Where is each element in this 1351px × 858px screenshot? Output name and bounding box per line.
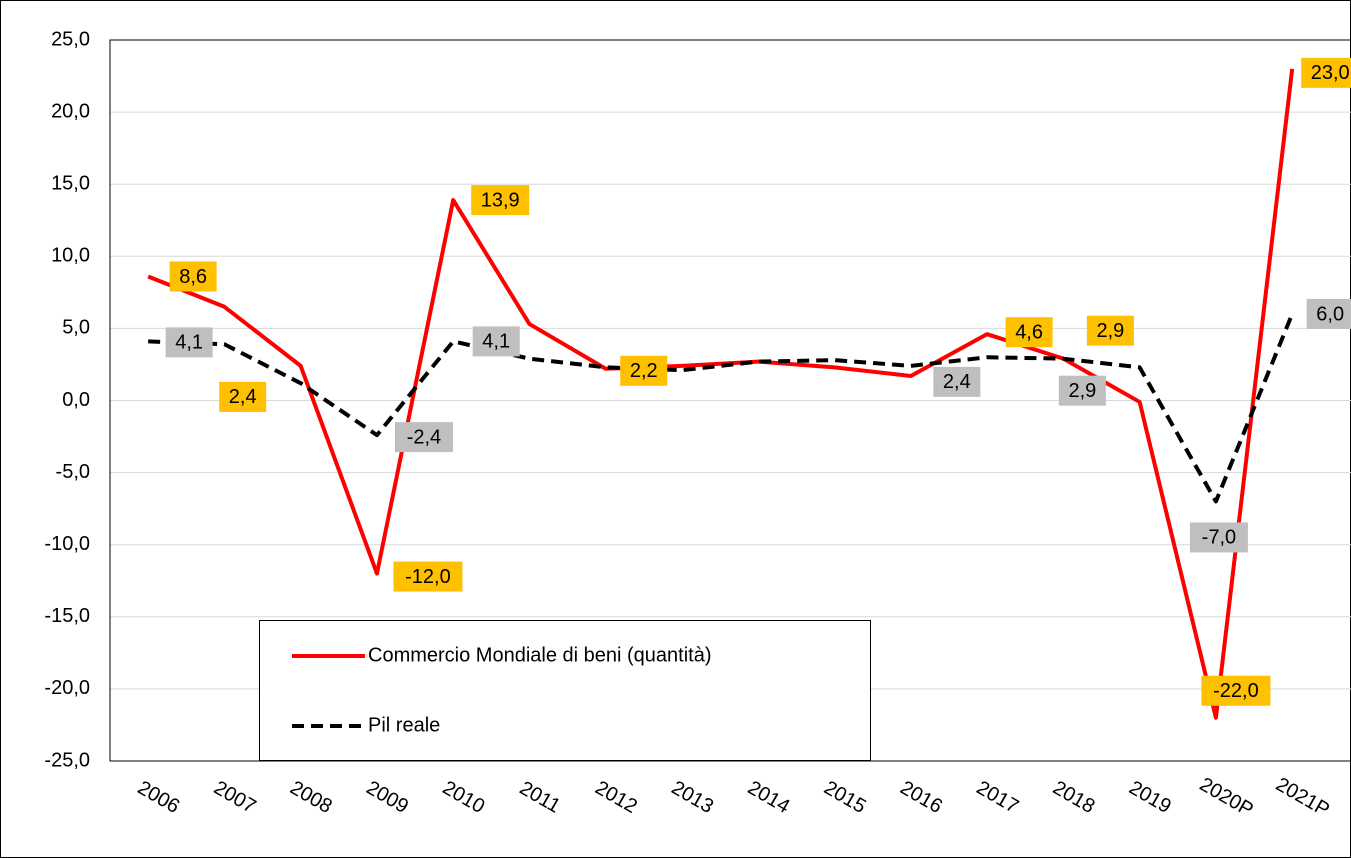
data-label: 4,1 bbox=[175, 332, 203, 354]
data-label-box bbox=[393, 561, 463, 592]
y-tick-label: -20,0 bbox=[44, 677, 90, 699]
y-tick-label: -15,0 bbox=[44, 605, 90, 627]
legend-box bbox=[259, 620, 871, 761]
data-label: 13,9 bbox=[481, 189, 520, 211]
data-label-box bbox=[1058, 375, 1106, 406]
data-label-box bbox=[394, 422, 453, 453]
data-label: 2,9 bbox=[1068, 380, 1096, 402]
line-series bbox=[148, 313, 1295, 504]
y-tick-label: 15,0 bbox=[51, 172, 90, 194]
data-label-box bbox=[471, 185, 530, 216]
data-label-box bbox=[1306, 298, 1351, 329]
data-label: -22,0 bbox=[1213, 680, 1259, 702]
data-label-box bbox=[1201, 675, 1271, 706]
data-label-box bbox=[169, 261, 217, 292]
data-label: -2,4 bbox=[407, 426, 441, 448]
y-tick-label: -25,0 bbox=[44, 749, 90, 771]
data-label-box bbox=[1301, 57, 1351, 88]
data-label: 23,0 bbox=[1311, 62, 1350, 84]
y-tick-label: 10,0 bbox=[51, 245, 90, 267]
data-label: -12,0 bbox=[405, 566, 451, 588]
y-tick-label: 5,0 bbox=[62, 317, 90, 339]
data-label-box bbox=[219, 381, 267, 412]
legend-label: Commercio Mondiale di beni (quantità) bbox=[368, 644, 712, 666]
y-tick-label: -10,0 bbox=[44, 533, 90, 555]
data-label: 2,4 bbox=[229, 386, 257, 408]
data-label-box bbox=[620, 355, 668, 386]
data-label-box bbox=[1086, 315, 1134, 346]
data-label: 2,9 bbox=[1096, 320, 1124, 342]
data-label: 4,1 bbox=[482, 331, 510, 353]
data-label: 8,6 bbox=[179, 266, 207, 288]
data-label: 2,4 bbox=[943, 371, 971, 393]
y-tick-label: 20,0 bbox=[51, 100, 90, 122]
data-label-box bbox=[165, 327, 213, 358]
data-label: 6,0 bbox=[1316, 303, 1344, 325]
data-label: 2,2 bbox=[630, 360, 658, 382]
data-label-box bbox=[1189, 522, 1248, 553]
data-label-box bbox=[472, 326, 520, 357]
y-tick-label: 25,0 bbox=[51, 28, 90, 50]
legend-label: Pil reale bbox=[368, 714, 440, 736]
y-tick-label: 0,0 bbox=[62, 389, 90, 411]
data-label-box bbox=[1005, 317, 1053, 348]
data-label-box bbox=[933, 366, 981, 397]
data-label: -7,0 bbox=[1202, 527, 1236, 549]
data-label: 4,6 bbox=[1015, 321, 1043, 343]
y-tick-label: -5,0 bbox=[56, 461, 90, 483]
